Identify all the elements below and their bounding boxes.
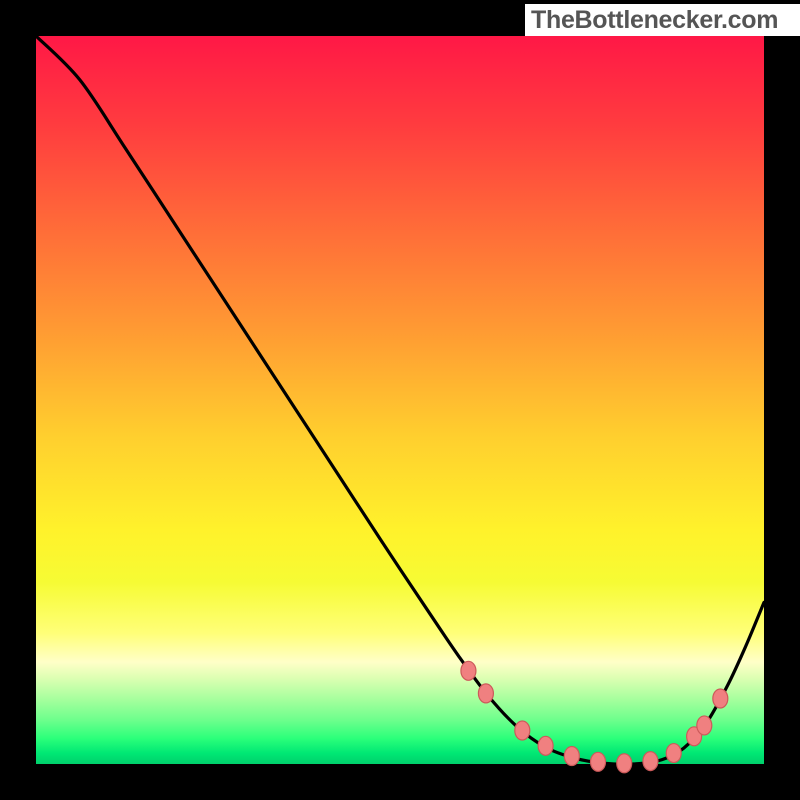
attribution-text: TheBottlenecker.com — [531, 6, 778, 34]
curve-marker — [538, 736, 553, 755]
curve-marker — [478, 684, 493, 703]
curve-marker — [461, 661, 476, 680]
curve-marker — [643, 752, 658, 771]
curve-marker — [515, 721, 530, 740]
curve-marker — [666, 744, 681, 763]
curve-marker — [591, 752, 606, 771]
chart-plot — [0, 0, 800, 800]
curve-marker — [713, 689, 728, 708]
curve-marker — [617, 754, 632, 773]
attribution-label: TheBottlenecker.com — [525, 4, 800, 36]
chart-frame — [0, 0, 800, 800]
curve-marker — [697, 716, 712, 735]
curve-marker — [564, 746, 579, 765]
chart-background — [36, 36, 764, 764]
